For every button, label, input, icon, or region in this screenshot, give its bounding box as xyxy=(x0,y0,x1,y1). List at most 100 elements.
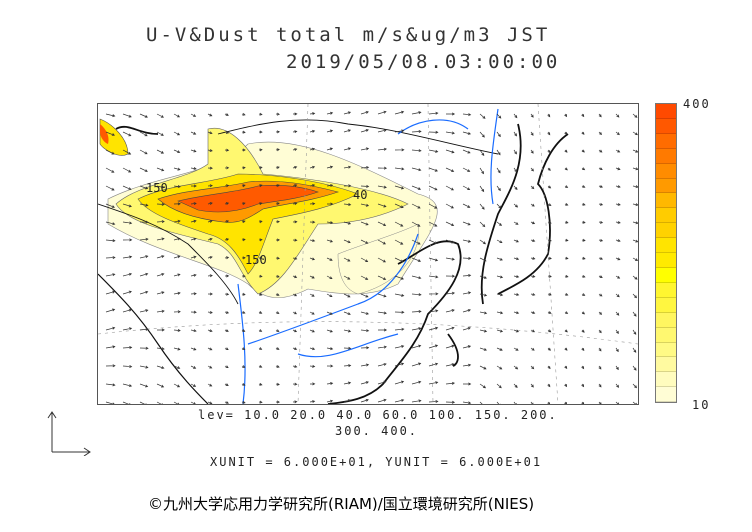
colorbar-band xyxy=(656,357,676,373)
wind-arrow xyxy=(173,113,181,118)
wind-arrow xyxy=(173,347,181,351)
wind-arrow xyxy=(360,257,369,262)
wind-arrow xyxy=(258,112,263,116)
wind-arrow xyxy=(122,221,133,225)
wind-arrow xyxy=(122,308,133,313)
wind-arrow xyxy=(632,311,637,317)
wind-arrow xyxy=(598,167,603,171)
wind-arrow xyxy=(207,131,213,135)
wind-arrow xyxy=(241,166,246,170)
wind-arrow xyxy=(309,364,316,368)
wind-arrow xyxy=(292,184,298,187)
wind-arrow xyxy=(309,257,316,261)
wind-arrow xyxy=(496,257,503,261)
wind-arrow xyxy=(479,383,487,389)
wind-arrow xyxy=(207,329,213,333)
colorbar-band xyxy=(656,342,676,358)
wind-arrow xyxy=(377,328,388,332)
wind-arrow xyxy=(139,401,148,406)
wind-arrow xyxy=(292,329,298,333)
wind-arrow xyxy=(632,167,639,171)
wind-arrow xyxy=(360,203,370,207)
wind-arrow xyxy=(394,221,404,227)
wind-arrow xyxy=(156,131,164,136)
wind-arrow xyxy=(462,382,472,386)
wind-arrow xyxy=(292,148,298,151)
wind-arrow xyxy=(428,185,438,191)
wind-arrow xyxy=(258,347,263,350)
colorbar-band xyxy=(656,223,676,239)
colorbar-band xyxy=(656,312,676,328)
wind-arrow xyxy=(105,185,115,191)
wind-arrow xyxy=(428,239,438,245)
wind-arrow xyxy=(581,347,585,352)
wind-arrow xyxy=(190,401,197,405)
wind-arrow xyxy=(105,131,116,136)
wind-arrow xyxy=(207,274,213,278)
wind-arrow xyxy=(411,167,422,172)
wind-arrow xyxy=(360,184,370,188)
wind-arrow xyxy=(190,237,197,241)
colorbar-band xyxy=(656,163,676,179)
wind-arrow xyxy=(445,291,455,295)
wind-arrow xyxy=(258,202,263,206)
wind-arrow xyxy=(241,329,246,332)
wind-arrow xyxy=(377,293,387,298)
wind-arrow xyxy=(445,344,455,349)
wind-arrow xyxy=(173,149,181,153)
wind-arrow xyxy=(615,239,621,243)
wind-arrow xyxy=(615,275,621,279)
wind-arrow xyxy=(241,112,246,116)
wind-arrow xyxy=(207,383,213,387)
wind-arrow xyxy=(224,292,230,296)
wind-arrow xyxy=(547,167,551,171)
wind-arrow xyxy=(292,275,298,279)
wind-arrow xyxy=(428,111,439,115)
wind-arrow xyxy=(513,185,518,191)
wind-arrow xyxy=(394,310,405,314)
wind-arrow xyxy=(513,383,518,388)
contour-levels-line2: 300. 400. xyxy=(335,424,419,438)
wind-arrow xyxy=(394,398,405,403)
wind-arrow xyxy=(513,239,519,243)
wind-arrow xyxy=(258,400,263,404)
wind-arrow xyxy=(581,293,586,296)
wind-arrow xyxy=(275,184,280,188)
wind-arrow xyxy=(343,184,352,188)
wind-arrow xyxy=(479,221,486,228)
wind-arrow xyxy=(292,347,298,351)
wind-arrow xyxy=(411,399,422,403)
wind-arrow xyxy=(581,365,585,370)
wind-arrow xyxy=(360,346,370,350)
wind-arrow xyxy=(173,291,181,295)
wind-arrow xyxy=(496,293,504,297)
wind-arrow xyxy=(139,383,149,388)
wind-arrow xyxy=(411,239,421,245)
wind-arrow xyxy=(462,203,471,208)
wind-arrow xyxy=(496,401,502,407)
wind-arrow xyxy=(173,401,181,406)
wind-arrow xyxy=(462,149,471,154)
wind-arrow xyxy=(156,291,165,295)
wind-arrow xyxy=(615,401,620,406)
wind-arrow xyxy=(173,365,181,369)
wind-arrow xyxy=(564,383,568,388)
wind-arrow xyxy=(122,185,132,191)
contour-levels-line1: lev= 10.0 20.0 40.0 60.0 100. 150. 200. xyxy=(198,408,558,422)
wind-arrow xyxy=(632,401,638,406)
wind-arrow xyxy=(343,147,352,151)
wind-arrow xyxy=(343,329,352,333)
wind-arrow xyxy=(394,380,405,385)
wind-arrow xyxy=(190,383,197,387)
wind-arrow xyxy=(292,130,298,134)
wind-arrow xyxy=(598,113,602,118)
wind-arrow xyxy=(462,113,472,117)
coastlines xyxy=(97,119,569,405)
wind-arrow xyxy=(632,275,638,280)
wind-arrow xyxy=(496,221,503,226)
wind-arrow xyxy=(275,364,280,368)
vector-units: XUNIT = 6.000E+01, YUNIT = 6.000E+01 xyxy=(210,455,543,469)
wind-arrow xyxy=(462,221,471,226)
wind-arrow xyxy=(564,401,568,406)
